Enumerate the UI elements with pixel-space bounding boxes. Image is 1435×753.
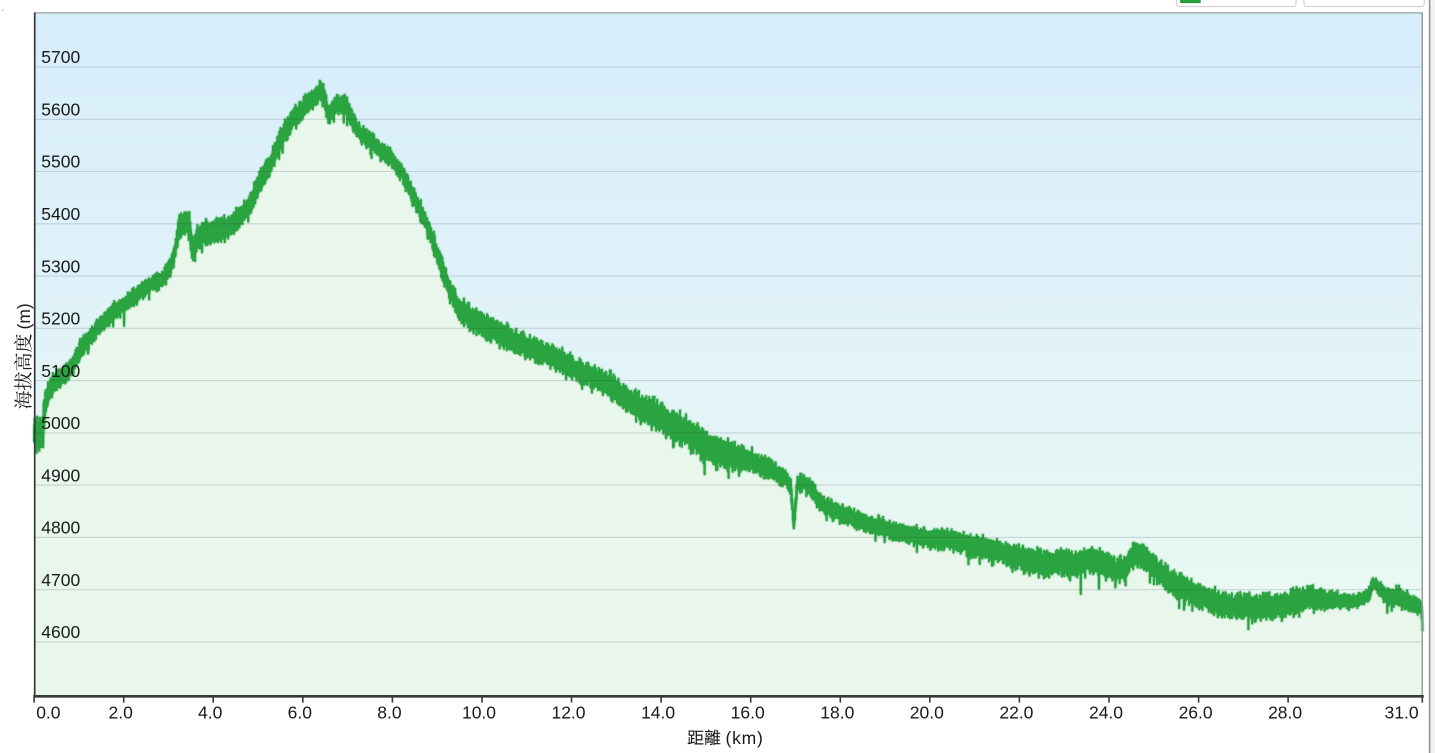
- svg-text:24.0: 24.0: [1089, 703, 1123, 723]
- svg-text:18.0: 18.0: [820, 703, 854, 723]
- svg-text:5000: 5000: [41, 413, 80, 433]
- svg-text:(km): (km): [726, 728, 764, 748]
- svg-text:5500: 5500: [41, 152, 80, 172]
- svg-text:(m): (m): [14, 303, 34, 329]
- svg-text:4.0: 4.0: [198, 703, 223, 723]
- svg-text:0.0: 0.0: [36, 703, 61, 723]
- svg-text:16.0: 16.0: [731, 703, 765, 723]
- svg-text:12.0: 12.0: [551, 703, 585, 723]
- svg-text:10.0: 10.0: [462, 703, 496, 723]
- svg-text:14.0: 14.0: [641, 703, 675, 723]
- svg-text:26.0: 26.0: [1179, 703, 1213, 723]
- svg-text:5200: 5200: [41, 309, 80, 329]
- svg-text:5300: 5300: [41, 256, 80, 276]
- svg-text:4800: 4800: [41, 518, 80, 538]
- svg-text:5700: 5700: [41, 47, 80, 67]
- svg-text:4600: 4600: [41, 622, 80, 642]
- svg-text:22.0: 22.0: [999, 703, 1033, 723]
- svg-text:31.0: 31.0: [1385, 703, 1419, 723]
- svg-text:2.0: 2.0: [109, 703, 134, 723]
- svg-text:5600: 5600: [41, 100, 80, 120]
- svg-text:5400: 5400: [41, 204, 80, 224]
- svg-text:5100: 5100: [41, 361, 80, 381]
- svg-text:20.0: 20.0: [910, 703, 944, 723]
- svg-text:4700: 4700: [41, 570, 80, 590]
- svg-text:8.0: 8.0: [377, 703, 402, 723]
- svg-text:28.0: 28.0: [1268, 703, 1302, 723]
- svg-text:4900: 4900: [41, 465, 80, 485]
- svg-text:6.0: 6.0: [288, 703, 313, 723]
